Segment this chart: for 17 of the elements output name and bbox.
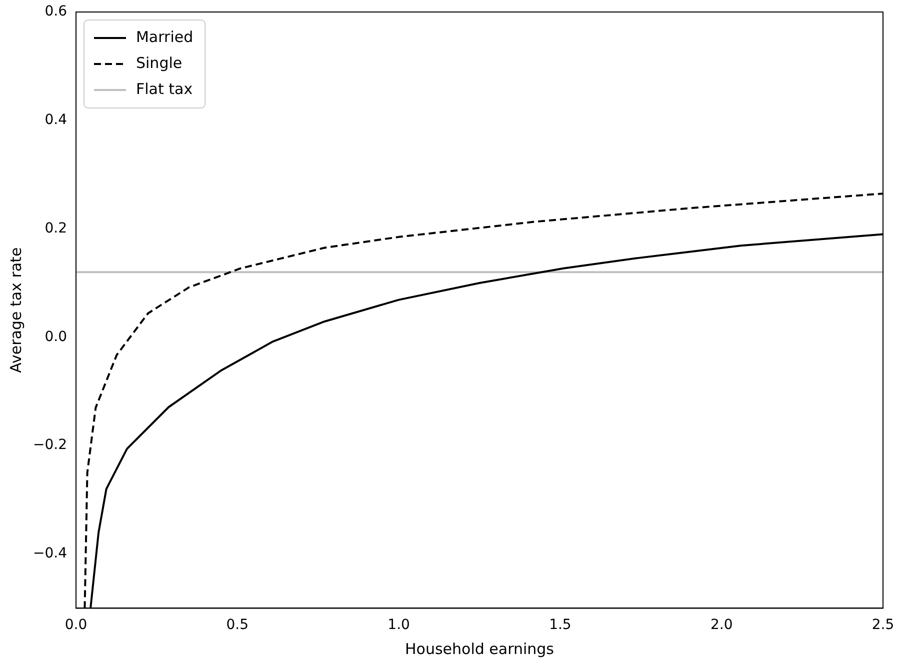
y-tick-label: 0.6 (44, 4, 68, 20)
y-tick-label: −0.2 (32, 437, 67, 454)
x-tick-label: 2.0 (710, 617, 733, 634)
x-tick-label: 1.0 (388, 617, 410, 634)
x-axis-title: Household earnings (405, 640, 554, 658)
y-tick-label: 0.4 (44, 112, 68, 128)
y-tick-label: 0.0 (44, 328, 67, 345)
y-tick-label: −0.4 (32, 546, 68, 562)
x-tick-label: 2.5 (872, 617, 894, 634)
x-tick-label: 0.0 (64, 617, 88, 634)
y-tick-label: 0.2 (44, 220, 67, 236)
y-axis-title: Average tax rate (6, 247, 25, 373)
legend-label: Married (136, 28, 194, 46)
x-tick-label: 0.5 (226, 617, 249, 634)
legend-label: Flat tax (136, 80, 193, 98)
x-tick-label: 1.5 (549, 617, 572, 634)
legend-label: Single (136, 54, 182, 72)
